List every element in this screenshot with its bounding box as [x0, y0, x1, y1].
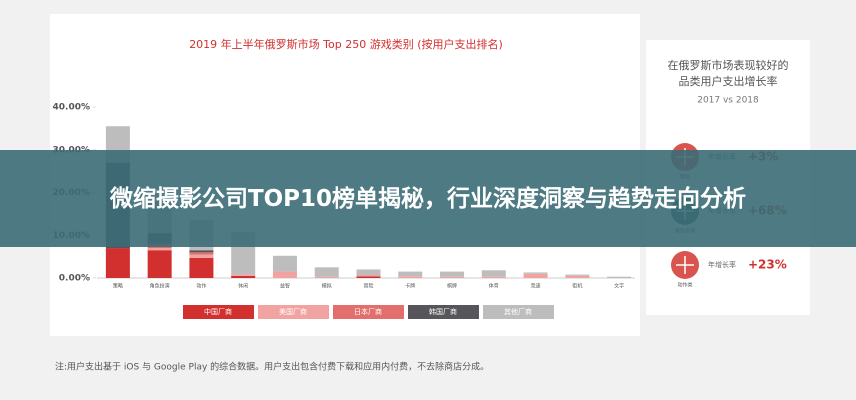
x-tick-label: 棋牌	[447, 283, 457, 290]
bar-segment	[356, 276, 381, 278]
legend-label: 日本厂商	[354, 307, 382, 316]
chart-title: 2019 年上半年俄罗斯市场 Top 250 游戏类别 (按用户支出排名)	[189, 37, 503, 51]
bar-segment	[231, 275, 256, 278]
x-tick-label: 文字	[614, 283, 624, 290]
bar-segment	[356, 275, 381, 277]
bar-segment	[481, 270, 506, 277]
x-tick-label: 益智	[280, 283, 290, 290]
legend-swatch	[258, 305, 329, 319]
bar-segment	[314, 267, 339, 277]
bar-segment	[565, 274, 590, 276]
x-tick-label: 角色扮演	[150, 283, 170, 290]
bar-segment	[398, 276, 423, 278]
footnote: 注:用户支出基于 iOS 与 Google Play 的综合数据。用户支出包含付…	[55, 361, 489, 373]
bar-segment	[565, 275, 590, 278]
x-tick-label: 策略	[113, 283, 123, 290]
bar-segment	[189, 254, 214, 258]
x-tick-label: 模拟	[322, 283, 332, 290]
bar-segment	[189, 257, 214, 278]
legend-swatch	[483, 305, 554, 319]
x-tick-label: 街机	[572, 283, 582, 290]
metric-label: 年增长率	[708, 260, 736, 269]
bar-segment	[523, 273, 548, 278]
legend-label: 美国厂商	[279, 307, 307, 316]
legend-swatch	[333, 305, 404, 319]
side-subtitle: 2017 vs 2018	[697, 96, 759, 106]
x-tick-label: 竞速	[531, 283, 541, 290]
growth-value: +23%	[748, 258, 787, 272]
bar-segment	[398, 271, 423, 277]
legend-label: 中国厂商	[204, 307, 232, 316]
x-tick-label: 体育	[489, 283, 499, 290]
bar-segment	[356, 269, 381, 276]
legend-label: 其他厂商	[504, 307, 532, 316]
x-tick-label: 动作	[196, 283, 206, 290]
legend-swatch	[183, 305, 254, 319]
side-title: 在俄罗斯市场表现较好的	[668, 58, 789, 72]
x-tick-label: 休闲	[238, 283, 248, 290]
bar-segment	[147, 250, 172, 278]
bar-segment	[272, 255, 297, 272]
bar-segment	[481, 276, 506, 278]
legend-label: 韩国厂商	[429, 307, 457, 316]
bar-segment	[147, 248, 172, 251]
x-tick-label: 卡牌	[405, 283, 415, 290]
side-title: 品类用户支出增长率	[679, 74, 778, 88]
bar-segment	[105, 248, 130, 278]
banner: 微缩摄影公司TOP10榜单揭秘，行业深度洞察与趋势走向分析	[0, 150, 856, 247]
x-tick-label: 冒险	[363, 283, 373, 290]
bar-segment	[440, 276, 465, 278]
legend-swatch	[408, 305, 479, 319]
y-tick-label: 40.00%	[53, 103, 91, 113]
banner-title: 微缩摄影公司TOP10榜单揭秘，行业深度洞察与趋势走向分析	[109, 185, 747, 212]
bar-segment	[440, 271, 465, 277]
bar-segment	[272, 271, 297, 278]
bar-segment	[231, 274, 256, 276]
bar-segment	[314, 276, 339, 278]
category-label: 动作类	[677, 282, 692, 289]
bar-segment	[523, 272, 548, 274]
y-tick-label: 0.00%	[59, 274, 90, 284]
bar-segment	[189, 250, 214, 253]
bar-segment	[189, 252, 214, 255]
bar-segment	[607, 276, 632, 278]
